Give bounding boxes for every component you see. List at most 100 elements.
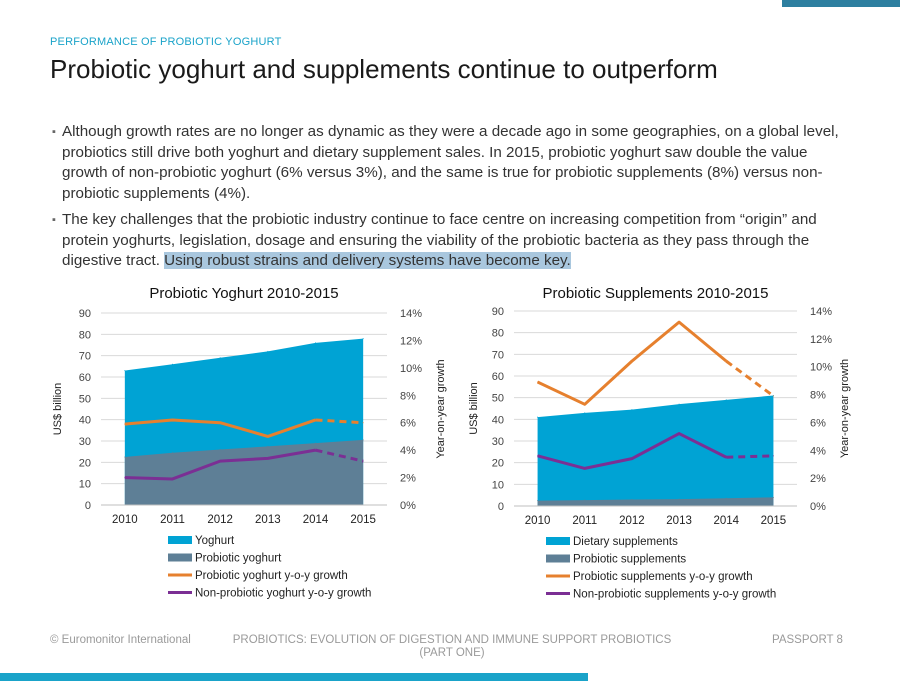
area-point	[172, 363, 173, 365]
area-series	[537, 497, 774, 506]
line-point	[678, 321, 680, 323]
line-series-dashed	[315, 418, 364, 425]
bullet-item: ▪ The key challenges that the probiotic …	[52, 210, 852, 272]
x-tick-label: 2015	[761, 515, 787, 527]
y2-tick-label: 8%	[810, 390, 826, 402]
line-point	[124, 423, 126, 425]
footer-center-line1: PROBIOTICS: EVOLUTION OF DIGESTION AND I…	[232, 634, 672, 646]
y-tick-label: 40	[492, 414, 504, 426]
legend-swatch	[168, 553, 192, 562]
y-tick-label: 60	[492, 371, 504, 383]
area-point	[315, 442, 316, 444]
y-tick-label: 90	[79, 308, 91, 320]
x-tick-label: 2011	[572, 515, 597, 527]
x-tick-label: 2012	[619, 515, 645, 527]
legend-label: Probiotic supplements y-o-y growth	[573, 571, 753, 583]
y-tick-label: 90	[492, 306, 504, 318]
footer-copyright: © Euromonitor International	[50, 634, 191, 646]
y-tick-label: 80	[79, 329, 91, 341]
line-point	[362, 460, 364, 462]
line-point	[172, 419, 173, 421]
chart-probiotic-yoghurt: Probiotic Yoghurt 2010-2015 0 10 20 30 40 50 60…	[40, 280, 460, 610]
area-point	[678, 498, 680, 500]
x-tick-label: 2010	[525, 515, 551, 527]
line-point	[631, 360, 633, 362]
legend-label: Probiotic yoghurt y-o-y growth	[195, 570, 348, 582]
bullet-text: Although growth rates are no longer as d…	[62, 123, 839, 202]
y2-tick-label: 8%	[400, 390, 416, 402]
x-tick-label: 2010	[112, 514, 138, 526]
y-tick-label: 50	[79, 393, 91, 405]
area-point	[772, 496, 774, 498]
chart-probiotic-supplements: Probiotic Supplements 2010-2015 0 10 20 30 40…	[456, 280, 876, 610]
top-accent-bar	[782, 0, 900, 7]
area-point	[219, 449, 221, 451]
line-series	[536, 320, 728, 406]
highlighted-text: Using robust strains and delivery system…	[164, 252, 571, 269]
area-point	[631, 409, 633, 411]
y-tick-label: 10	[492, 479, 504, 491]
y-axis-label: US$ billion	[468, 382, 480, 435]
legend-label: Probiotic supplements	[573, 554, 686, 566]
y2-tick-label: 4%	[400, 445, 416, 457]
y-tick-label: 0	[498, 501, 504, 513]
x-tick-label: 2012	[207, 514, 233, 526]
legend-label: Probiotic yoghurt	[195, 553, 282, 565]
y-axis-label: US$ billion	[52, 383, 64, 436]
bullet-square-icon: ▪	[52, 126, 56, 138]
area-point	[537, 500, 539, 502]
legend-label: Non-probiotic supplements y-o-y growth	[573, 589, 776, 601]
y2-axis-label: Year-on-year growth	[435, 359, 447, 458]
legend-label: Non-probiotic yoghurt y-o-y growth	[195, 588, 371, 600]
chart-probiotic-yoghurt-svg: Probiotic Yoghurt 2010-2015 0 10 20 30 40 50 60…	[52, 285, 447, 600]
y-tick-label: 10	[79, 479, 91, 491]
y2-tick-label: 14%	[400, 308, 422, 320]
line-point	[537, 381, 539, 383]
y2-tick-label: 6%	[400, 418, 416, 430]
x-tick-label: 2013	[666, 515, 692, 527]
area-point	[219, 357, 221, 359]
legend-swatch	[168, 536, 192, 544]
line-series-dashed	[315, 448, 364, 463]
y2-tick-label: 14%	[810, 306, 832, 318]
y2-tick-label: 6%	[810, 417, 826, 429]
area-point	[362, 338, 364, 340]
x-tick-label: 2011	[160, 514, 185, 526]
area-point	[678, 403, 680, 405]
y-tick-label: 70	[79, 351, 91, 363]
y2-tick-label: 2%	[400, 473, 416, 485]
bullet-text: The key challenges that the probiotic in…	[62, 211, 817, 269]
legend-label: Dietary supplements	[573, 536, 678, 548]
legend-swatch	[546, 554, 570, 563]
y-tick-label: 60	[79, 372, 91, 384]
line-point	[584, 467, 586, 469]
chart-title: Probiotic Supplements 2010-2015	[543, 285, 769, 302]
bullet-list: ▪ Although growth rates are no longer as…	[52, 122, 852, 278]
line-point	[267, 457, 269, 459]
line-point	[772, 395, 774, 397]
y-tick-label: 20	[492, 458, 504, 470]
line-point	[725, 456, 727, 458]
line-point	[315, 449, 316, 451]
line-point	[584, 403, 586, 405]
x-tick-label: 2014	[303, 514, 329, 526]
footer-center-line2: (PART ONE)	[419, 647, 485, 659]
line-series-dashed	[725, 359, 775, 398]
area-point	[362, 439, 364, 441]
page-title: Probiotic yoghurt and supplements contin…	[50, 54, 718, 84]
y2-tick-label: 4%	[810, 445, 826, 457]
line-point	[315, 419, 316, 421]
line-point	[678, 433, 680, 435]
area-series	[124, 439, 364, 505]
bullet-square-icon: ▪	[52, 214, 56, 226]
y2-tick-label: 12%	[810, 334, 832, 346]
area-point	[124, 456, 126, 458]
footer-center: PROBIOTICS: EVOLUTION OF DIGESTION AND I…	[228, 634, 676, 660]
line-series-dashed	[726, 454, 774, 459]
bottom-accent-bar	[0, 673, 588, 681]
y-tick-label: 30	[492, 436, 504, 448]
y2-axis-label: Year-on-year growth	[839, 359, 851, 458]
y2-tick-label: 10%	[400, 363, 422, 375]
y-tick-label: 80	[492, 328, 504, 340]
line-point	[124, 477, 126, 479]
